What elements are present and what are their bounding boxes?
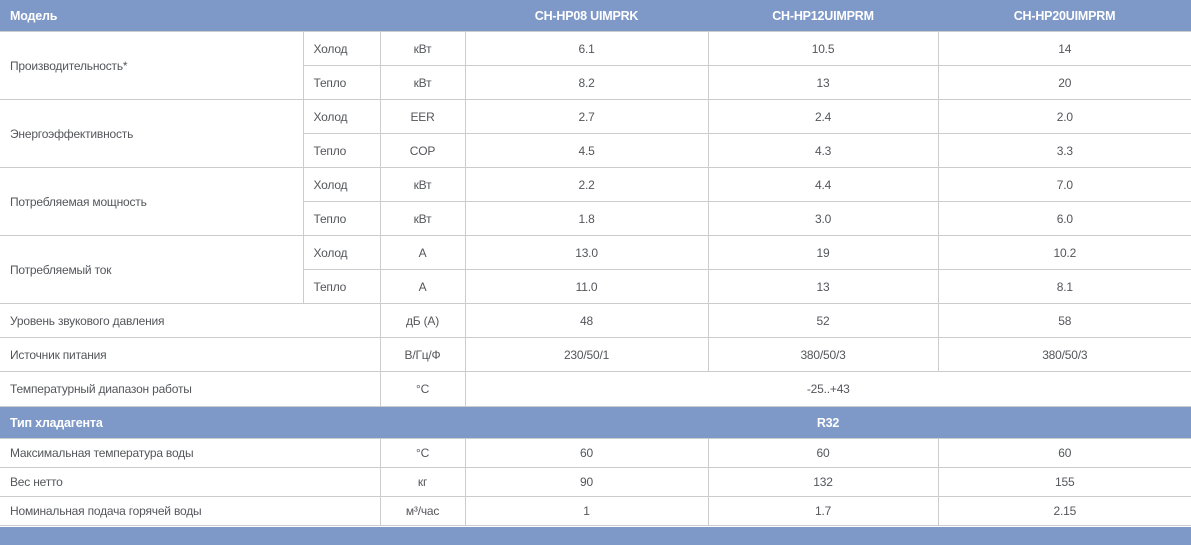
table-row: Энергоэффективность Холод EER 2.7 2.4 2.… [0,99,1191,168]
value-cell: 10.5 [707,31,939,66]
unit-cell: кВт [379,167,466,202]
value-cell: 6.0 [937,201,1191,236]
table-row: Уровень звукового давления дБ (А) 48 52 … [0,303,1191,338]
row-label-current: Потребляемый ток [0,235,304,304]
mode-cell: Тепло [303,269,381,304]
unit-cell: кг [379,467,466,497]
value-cell: 132 [707,467,939,497]
unit-cell: А [379,269,466,304]
value-cell: 4.4 [707,167,939,202]
table-row: Производительность* Холод кВт 6.1 10.5 1… [0,31,1191,100]
value-cell: 19 [707,235,939,270]
table-row: Вес нетто кг 90 132 155 [0,467,1191,497]
value-cell: 58 [937,303,1191,338]
header-model-label: Модель [0,0,466,32]
value-cell: 13 [707,65,939,100]
row-label-max-water-temp: Максимальная температура воды [0,438,381,468]
row-label-sound-pressure: Уровень звукового давления [0,303,381,338]
row-label-capacity: Производительность* [0,31,304,100]
value-cell: 20 [937,65,1191,100]
value-cell: 3.0 [707,201,939,236]
value-cell: 10.2 [937,235,1191,270]
table-row: Тепло А 11.0 13 8.1 [0,269,1191,304]
value-cell: 8.2 [464,65,709,100]
value-cell: 230/50/1 [464,337,709,372]
value-cell: 155 [937,467,1191,497]
value-cell: 2.0 [937,99,1191,134]
row-label-hot-water-flow: Номинальная подача горячей воды [0,496,381,526]
unit-cell: дБ (А) [379,303,466,338]
value-cell: 2.2 [464,167,709,202]
refrigerant-row: Тип хладагента R32 [0,406,1191,439]
unit-cell: °С [379,371,466,407]
value-cell: 4.3 [707,133,939,168]
unit-cell: EER [379,99,466,134]
value-cell: 13 [707,269,939,304]
value-cell: 1.8 [464,201,709,236]
value-cell: 3.3 [937,133,1191,168]
value-cell: 2.7 [464,99,709,134]
unit-cell: кВт [379,65,466,100]
value-cell: 2.4 [707,99,939,134]
value-cell: 90 [464,467,709,497]
table-row: Потребляемый ток Холод А 13.0 19 10.2 [0,235,1191,304]
value-cell: 2.15 [937,496,1191,526]
spec-table: Модель CH-HP08 UIMPRK CH-HP12UIMPRM CH-H… [0,0,1191,526]
value-cell: 1.7 [707,496,939,526]
mode-cell: Холод [302,31,381,66]
value-cell: 13.0 [464,235,709,270]
unit-cell: В/Гц/Ф [379,337,466,372]
unit-cell: кВт [379,31,466,66]
value-cell: 7.0 [937,167,1191,202]
value-cell: 60 [937,438,1191,468]
value-cell: 1 [464,496,709,526]
value-cell: 6.1 [464,31,709,66]
value-cell: 48 [464,303,709,338]
table-row: Потребляемая мощность Холод кВт 2.2 4.4 … [0,167,1191,236]
mode-cell: Холод [302,235,381,270]
value-cell: 14 [937,31,1191,66]
value-cell: 4.5 [464,133,709,168]
unit-cell: А [379,235,466,270]
unit-cell: кВт [379,201,466,236]
value-cell: 60 [707,438,939,468]
row-label-net-weight: Вес нетто [0,467,381,497]
table-row: Источник питания В/Гц/Ф 230/50/1 380/50/… [0,337,1191,372]
temp-range-value-cell: -25..+43 [464,371,1191,407]
value-cell: 8.1 [937,269,1191,304]
row-label-refrigerant: Тип хладагента [0,406,466,439]
row-label-efficiency: Энергоэффективность [0,99,304,168]
mode-cell: Тепло [303,201,381,236]
mode-cell: Холод [302,99,381,134]
row-label-temp-range: Температурный диапазон работы [0,371,381,407]
refrigerant-value-cell: R32 [465,406,1191,439]
table-row: Температурный диапазон работы °С -25..+4… [0,371,1191,407]
value-cell: 52 [707,303,939,338]
value-cell: 60 [464,438,709,468]
mode-cell: Тепло [303,133,381,168]
value-cell: 380/50/3 [937,337,1191,372]
header-model-hp08: CH-HP08 UIMPRK [465,0,709,32]
unit-cell: м³/час [379,496,466,526]
table-row: Максимальная температура воды °С 60 60 6… [0,438,1191,468]
header-model-hp20: CH-HP20UIMPRM [938,0,1191,32]
value-cell: 380/50/3 [707,337,939,372]
row-label-power-supply: Источник питания [0,337,381,372]
unit-cell: COP [379,133,466,168]
value-cell: 11.0 [464,269,709,304]
mode-cell: Холод [302,167,381,202]
mode-cell: Тепло [303,65,381,100]
unit-cell: °С [379,438,466,468]
bottom-bar [0,527,1191,545]
table-header-row: Модель CH-HP08 UIMPRK CH-HP12UIMPRM CH-H… [0,0,1191,32]
row-label-power-input: Потребляемая мощность [0,167,304,236]
header-model-hp12: CH-HP12UIMPRM [708,0,939,32]
table-row: Номинальная подача горячей воды м³/час 1… [0,496,1191,526]
